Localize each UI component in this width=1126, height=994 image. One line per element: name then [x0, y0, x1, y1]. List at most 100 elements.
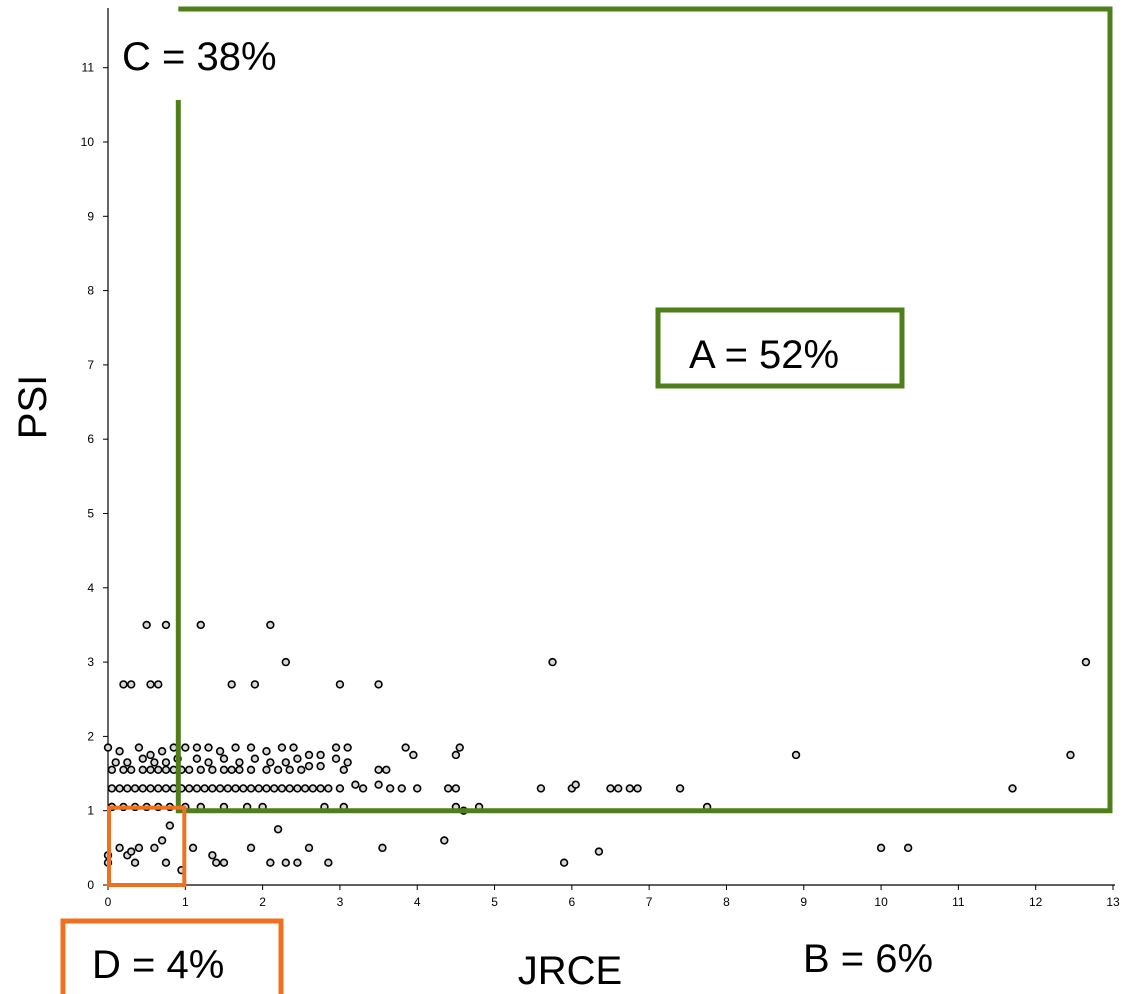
x-axis-title: JRCE — [518, 949, 622, 993]
data-point — [196, 620, 205, 630]
data-point — [614, 784, 623, 793]
data-point — [196, 765, 205, 775]
data-point — [192, 743, 202, 752]
data-point — [246, 784, 256, 793]
data-point — [227, 680, 236, 689]
data-point — [130, 858, 140, 867]
region-d-label: D = 4% — [92, 943, 224, 987]
data-point — [343, 758, 352, 767]
data-point — [548, 657, 557, 667]
data-point — [316, 761, 325, 771]
data-point — [293, 858, 302, 867]
data-point — [161, 758, 171, 767]
data-point — [304, 761, 314, 771]
y-tick-label: 11 — [82, 61, 95, 75]
data-point — [130, 784, 140, 793]
data-point — [277, 784, 287, 793]
data-point — [293, 784, 302, 793]
data-point — [401, 743, 410, 752]
data-point — [451, 750, 461, 760]
x-tick-labels: 0 1 2 3 4 5 6 7 8 9 10 11 12 13 — [105, 895, 1120, 909]
x-tick-label: 9 — [800, 895, 807, 909]
region-b-label: B = 6% — [803, 937, 933, 981]
data-point — [208, 784, 217, 793]
data-point — [385, 784, 395, 793]
data-point — [331, 743, 341, 752]
data-point — [181, 743, 190, 752]
x-tick-label: 7 — [646, 895, 653, 909]
data-point — [150, 758, 159, 767]
data-point — [451, 784, 461, 793]
data-point — [215, 784, 225, 793]
data-point — [304, 843, 314, 853]
x-tick-label: 11 — [952, 895, 965, 909]
data-point — [219, 858, 229, 867]
data-point — [165, 821, 175, 830]
data-point — [397, 784, 406, 793]
data-point — [192, 784, 202, 793]
data-point — [413, 784, 422, 793]
data-point — [227, 765, 236, 775]
data-point — [281, 858, 291, 867]
data-point — [161, 784, 171, 793]
data-point — [235, 758, 244, 767]
data-point — [266, 858, 275, 867]
data-point — [150, 843, 159, 853]
data-point — [304, 750, 314, 760]
data-point — [876, 843, 886, 853]
data-point — [270, 784, 279, 793]
data-point — [273, 825, 283, 834]
data-point — [103, 743, 113, 752]
data-point — [146, 784, 155, 793]
data-point — [161, 620, 171, 630]
data-point — [235, 765, 244, 775]
data-point — [343, 743, 352, 752]
data-point — [262, 747, 271, 756]
data-point — [192, 754, 202, 763]
region-a-box — [175, 6, 1113, 814]
data-point — [204, 758, 213, 767]
data-point — [134, 743, 144, 752]
data-point — [335, 680, 345, 689]
data-point — [358, 784, 368, 793]
y-tick-label: 2 — [87, 729, 94, 743]
data-point — [126, 765, 136, 775]
data-point — [440, 836, 449, 845]
data-point — [204, 743, 213, 752]
data-point — [138, 765, 147, 775]
data-point — [266, 758, 275, 767]
data-point — [903, 843, 913, 853]
data-point — [200, 784, 209, 793]
data-point — [262, 784, 271, 793]
data-point — [142, 620, 151, 630]
data-point — [277, 743, 287, 752]
data-point — [115, 747, 124, 756]
data-point — [184, 784, 194, 793]
data-point — [289, 743, 298, 752]
x-tick-label: 8 — [723, 895, 730, 909]
data-point — [285, 784, 294, 793]
y-tick-label: 10 — [81, 135, 95, 149]
data-point — [107, 765, 117, 775]
data-point — [262, 765, 271, 775]
data-point — [1066, 750, 1075, 760]
data-point — [161, 858, 171, 867]
x-tick-label: 3 — [337, 895, 344, 909]
x-tick-label: 0 — [105, 895, 112, 909]
data-point — [308, 784, 318, 793]
data-point — [791, 750, 801, 760]
data-point — [146, 750, 155, 760]
data-point — [335, 784, 345, 793]
data-point — [208, 851, 217, 860]
data-point — [378, 843, 387, 853]
data-point — [382, 765, 391, 775]
region-d-label-box — [60, 918, 284, 994]
data-point — [239, 784, 248, 793]
data-point — [273, 765, 283, 775]
region-c-gap — [174, 12, 183, 99]
data-point — [161, 765, 171, 775]
region-d-box — [107, 805, 187, 888]
x-tick-label: 1 — [182, 895, 189, 909]
y-tick-label: 7 — [87, 358, 94, 372]
data-point — [536, 784, 546, 793]
